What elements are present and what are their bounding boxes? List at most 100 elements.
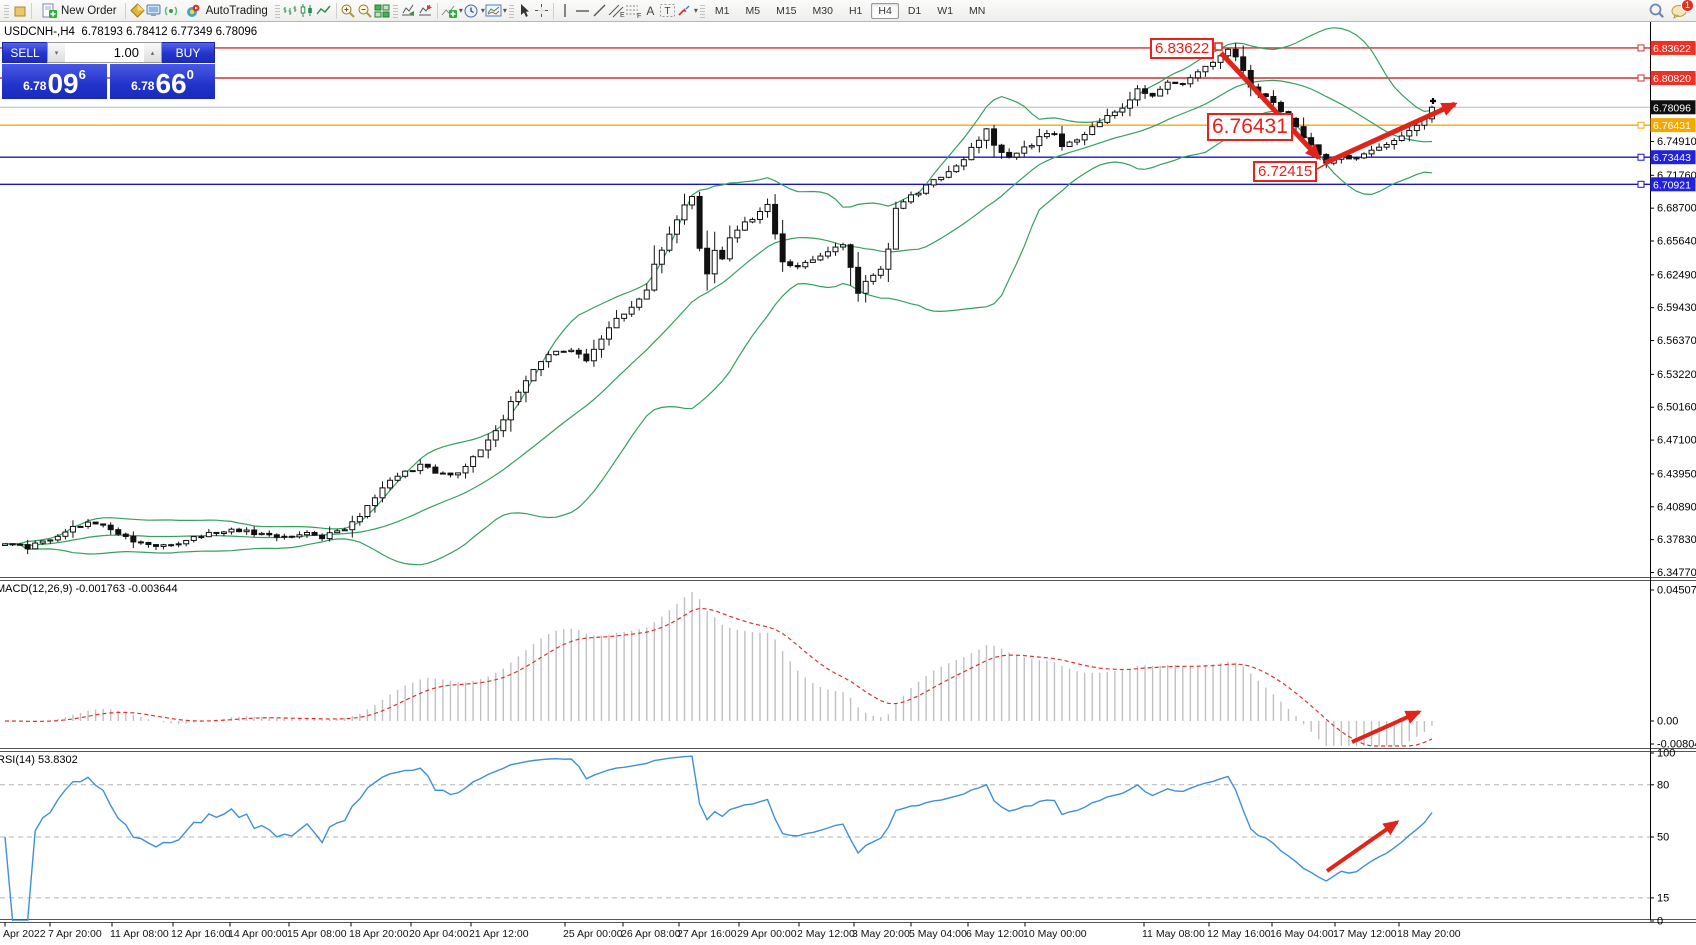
buy-price-tile[interactable]: 6.78 66 0 [110,64,215,99]
line-handle[interactable] [1637,74,1645,82]
trend-arrow-2[interactable] [1351,710,1422,744]
indicators-icon[interactable] [441,3,458,19]
toolbar-drag-handle[interactable] [392,3,398,18]
notifications-icon[interactable]: 1 [1671,0,1694,19]
template-dropdown-icon[interactable]: ▾ [502,6,507,15]
label-tool-icon[interactable]: T [659,3,676,19]
crosshair-icon[interactable] [533,3,550,19]
periods-dropdown-icon[interactable]: ▾ [480,6,485,15]
toolbar-drag-handle[interactable] [699,3,705,18]
annotation-high-6.83622[interactable]: 6.83622 [1150,38,1215,59]
timeframe-H4[interactable]: H4 [871,2,899,19]
toolbar-separator [436,2,438,19]
trend-arrow-1[interactable] [1323,101,1458,166]
line-handle[interactable] [1637,153,1645,161]
horizontal-line-tool-icon[interactable] [574,3,591,19]
timeframe-M15[interactable]: M15 [776,4,797,17]
buy-price-prefix: 6.78 [131,79,155,93]
zoom-in-icon[interactable] [340,3,357,19]
line-handle[interactable] [1637,180,1645,188]
svg-text:6.56370: 6.56370 [1657,335,1696,347]
arrows-tool-icon[interactable] [676,3,693,19]
volume-input[interactable]: 1.00 [113,45,139,60]
chart-bars-icon[interactable] [282,3,299,19]
trend-arrow-0[interactable] [1219,51,1322,161]
timeframe-bar: M1 M5 M15 M30 H1 H4 D1 W1 MN [707,2,993,19]
signals-icon[interactable] [163,3,180,19]
arrows-dropdown-icon[interactable]: ▾ [693,6,698,15]
sell-price-tile[interactable]: 6.78 09 6 [2,64,107,99]
fibonacci-tool-icon[interactable]: F [625,3,642,19]
toolbar-drag-handle[interactable] [508,3,514,18]
macd-axis: 0.045079 0.00 -0.008049 [1650,585,1696,751]
timeframe-MN[interactable]: MN [969,4,986,17]
trend-arrows[interactable] [1214,42,1458,873]
svg-text:6.40890: 6.40890 [1657,501,1696,513]
indicators-dropdown-icon[interactable]: ▾ [458,6,463,15]
time-label: Apr 2022 [3,928,46,940]
trendline-tool-icon[interactable] [591,3,608,19]
chart-candles-icon[interactable] [299,3,316,19]
time-label: 17 May 12:00 [1333,928,1397,940]
svg-text:6.37830: 6.37830 [1657,534,1696,546]
time-axis[interactable]: Apr 2022 7 Apr 20:00 11 Apr 08:00 12 Apr 16… [3,922,1461,941]
time-label: 18 May 20:00 [1397,928,1461,940]
search-icon[interactable] [1648,3,1665,19]
svg-text:6.76431: 6.76431 [1653,120,1691,132]
annotation-handle [1214,42,1223,51]
new-order-button[interactable]: New Order [35,2,122,20]
tile-windows-icon[interactable] [374,3,391,19]
toolbar-drag-handle[interactable] [274,3,280,18]
trend-arrow-3[interactable] [1325,820,1400,873]
toolbar-right-icons: 1 [1648,0,1694,19]
timeframe-D1[interactable]: D1 [907,4,922,17]
autotrading-button[interactable]: AutoTrading [180,2,273,20]
svg-text:6.73443: 6.73443 [1653,152,1691,164]
annotation-level-6.76431[interactable]: 6.76431 [1207,113,1293,141]
time-label: 26 Apr 08:00 [621,928,681,940]
chart-frame [0,22,1696,945]
notification-badge: 1 [1681,0,1694,12]
timeframe-H1[interactable]: H1 [848,4,863,17]
rsi-value: 53.8302 [37,754,78,766]
annotation-low-6.72415[interactable]: 6.72415 [1253,161,1318,182]
svg-text:6.70921: 6.70921 [1653,179,1691,191]
channel-tool-icon[interactable]: E [608,3,625,19]
metaquotes-icon[interactable] [129,3,146,19]
cursor-icon[interactable] [516,3,533,19]
toolbar-drag-handle[interactable] [4,3,9,18]
timeframe-M1[interactable]: M1 [714,4,730,17]
svg-text:6.53220: 6.53220 [1657,369,1696,381]
timeframe-M30[interactable]: M30 [812,4,833,17]
svg-text:6.59430: 6.59430 [1657,302,1696,314]
new-order-label: New Order [61,4,117,17]
text-tool-icon[interactable]: A [646,3,655,18]
zoom-out-icon[interactable] [357,3,374,19]
template-icon[interactable] [485,3,502,19]
chart-shift-icon[interactable] [417,3,434,19]
svg-text:6.83622: 6.83622 [1653,43,1691,55]
time-label: 16 May 04:00 [1270,928,1334,940]
timeframe-W1[interactable]: W1 [937,4,954,17]
buy-button[interactable]: BUY [162,42,215,63]
vertical-line-tool-icon[interactable] [557,3,574,19]
new-order-icon [40,3,57,19]
bollinger-mid [4,79,1433,547]
chart-line-icon[interactable] [316,3,333,19]
macd-name: MACD(12,26,9) [0,583,73,595]
price-axis[interactable]: 6.749106.717606.687006.656406.624906.594… [1650,40,1696,579]
line-handle[interactable] [1637,44,1645,52]
line-handle[interactable] [1637,121,1645,129]
price-level-lines[interactable] [0,44,1650,188]
timeframe-M5[interactable]: M5 [745,4,761,17]
periods-icon[interactable] [463,3,480,19]
svg-text:6.34770: 6.34770 [1657,567,1696,579]
volume-increase-icon[interactable]: ▴ [144,43,161,62]
volume-decrease-icon[interactable]: ▾ [48,43,65,62]
sell-button[interactable]: SELL [2,42,47,63]
svg-text:100: 100 [1657,748,1675,760]
bollinger-bands [4,27,1433,566]
terminal-icon[interactable] [146,3,163,19]
auto-scroll-icon[interactable] [400,3,417,19]
